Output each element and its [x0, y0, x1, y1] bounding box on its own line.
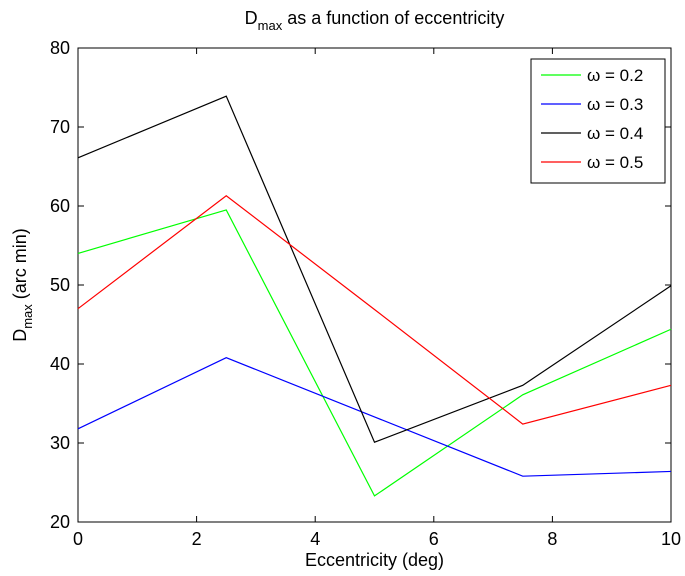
- series-line-3: [77, 194, 672, 425]
- x-tick-label: 10: [661, 529, 681, 549]
- legend-label-1: ω = 0.3: [587, 95, 643, 114]
- x-tick-label: 4: [310, 529, 320, 549]
- x-tick-label: 2: [192, 529, 202, 549]
- legend-label-0: ω = 0.2: [587, 66, 643, 85]
- y-axis-label: Dmax (arc min): [10, 228, 35, 342]
- legend: ω = 0.2 ω = 0.3 ω = 0.4 ω = 0.5: [530, 58, 666, 184]
- legend-label-2: ω = 0.4: [587, 124, 643, 143]
- series-line-2: [77, 95, 672, 443]
- y-tick-label: 20: [50, 512, 70, 532]
- y-tick-label: 70: [50, 117, 70, 137]
- y-tick-label: 30: [50, 433, 70, 453]
- series-line-1: [77, 357, 672, 477]
- chart-title: Dmax as a function of eccentricity: [245, 8, 505, 33]
- x-axis-label: Eccentricity (deg): [305, 550, 444, 570]
- y-tick-label: 40: [50, 354, 70, 374]
- legend-label-3: ω = 0.5: [587, 153, 643, 172]
- y-tick-label: 60: [50, 196, 70, 216]
- x-tick-label: 0: [73, 529, 83, 549]
- series-line-0: [77, 209, 672, 497]
- y-tick-label: 80: [50, 38, 70, 58]
- x-tick-label: 6: [429, 529, 439, 549]
- x-tick-label: 8: [547, 529, 557, 549]
- y-tick-label: 50: [50, 275, 70, 295]
